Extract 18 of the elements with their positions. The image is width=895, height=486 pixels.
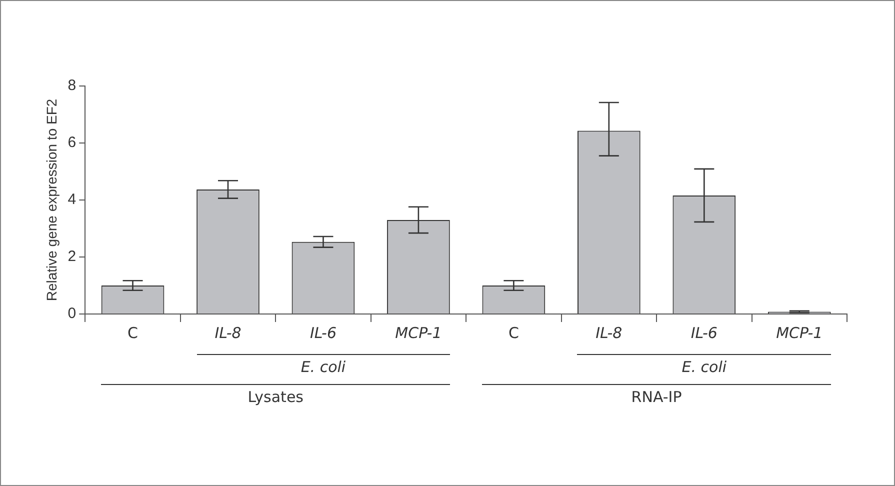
- y-tick-label: 0: [68, 305, 76, 322]
- x-tick-label: MCP-1: [776, 324, 823, 342]
- x-tick-label: MCP-1: [395, 324, 442, 342]
- text: E. coli: [682, 358, 727, 376]
- y-axis-title: Relative gene expression to EF2: [43, 98, 60, 302]
- x-tick-label: C: [128, 324, 138, 342]
- x-tick-label: IL-8: [214, 324, 242, 342]
- y-tick-label: 4: [68, 191, 76, 208]
- y-tick-label: 8: [68, 77, 76, 94]
- x-tick-label: IL-8: [596, 324, 622, 342]
- text: RNA-IP: [631, 388, 682, 406]
- text: Lysates: [248, 388, 304, 406]
- y-tick-label: 6: [68, 134, 76, 152]
- x-tick-label: C: [508, 324, 519, 342]
- x-tick-label: IL-6: [310, 324, 337, 342]
- x-tick-label: IL-6: [690, 324, 718, 342]
- text: E. coli: [300, 358, 346, 376]
- y-tick-label: 2: [68, 248, 76, 266]
